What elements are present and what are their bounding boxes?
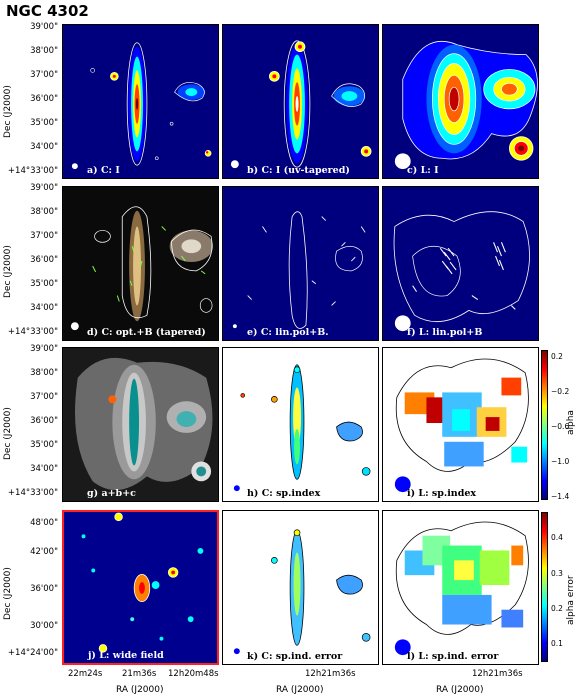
xtick: 12h20m48s xyxy=(168,669,219,679)
ytick: 34'00" xyxy=(30,464,58,474)
ytick: 34'00" xyxy=(30,142,58,152)
cbar-tick: 0.4 xyxy=(551,533,563,542)
panel-label: c) L: I xyxy=(407,165,439,176)
ytick: 30'00" xyxy=(30,621,58,631)
cbar-tick: −1.4 xyxy=(551,492,570,501)
cbar-tick: 0.2 xyxy=(551,604,563,613)
l-band-polarization-map xyxy=(383,187,538,340)
ytick: +14°33'00" xyxy=(7,488,58,498)
y-axis-label: Dec (J2000) xyxy=(3,85,13,138)
cbar-tick: −0.2 xyxy=(551,387,570,396)
optical-overlay-map xyxy=(63,187,218,340)
ytick: 48'00" xyxy=(30,518,58,528)
ytick: +14°24'00" xyxy=(7,648,58,658)
spectral-index-error-map-l xyxy=(383,511,538,664)
panel-i: i) L: sp.index xyxy=(382,347,539,502)
x-axis-label: RA (J2000) xyxy=(436,685,484,695)
panel-a: a) C: I xyxy=(62,24,219,179)
xtick: 22m24s xyxy=(68,669,103,679)
composite-map xyxy=(63,348,218,501)
ytick: 37'00" xyxy=(30,392,58,402)
panel-e: e) C: lin.pol+B. xyxy=(222,186,379,341)
panel-label: j) L: wide field xyxy=(88,650,164,661)
ytick: 36'00" xyxy=(30,416,58,426)
spectral-index-map-c xyxy=(223,348,378,501)
cbar-tick: 0.3 xyxy=(551,569,563,578)
colorbar-gradient xyxy=(541,350,548,500)
colorbar-label: alpha error xyxy=(566,575,576,625)
radio-map-i-uv-tapered xyxy=(223,25,378,178)
linear-polarization-map xyxy=(223,187,378,340)
cbar-tick: −0.6 xyxy=(551,422,570,431)
panel-label: d) C: opt.+B (tapered) xyxy=(87,327,206,338)
panel-b: b) C: I (uv-tapered) xyxy=(222,24,379,179)
ytick: 39'00" xyxy=(30,22,58,32)
figure-title: NGC 4302 xyxy=(6,2,89,20)
ytick: 36'00" xyxy=(30,94,58,104)
ytick: 35'00" xyxy=(30,118,58,128)
ytick: 36'00" xyxy=(30,255,58,265)
panel-l: l) L: sp.ind. error xyxy=(382,510,539,665)
ytick: 38'00" xyxy=(30,368,58,378)
panel-h: h) C: sp.index xyxy=(222,347,379,502)
cbar-tick: −1.0 xyxy=(551,457,570,466)
ytick: 38'00" xyxy=(30,207,58,217)
y-axis-label: Dec (J2000) xyxy=(3,407,13,460)
x-axis-label: RA (J2000) xyxy=(276,685,324,695)
panel-j: j) L: wide field xyxy=(62,510,219,665)
xtick: 12h21m36s xyxy=(305,669,356,679)
ytick: 36'00" xyxy=(30,584,58,594)
panel-label: f) L: lin.pol+B xyxy=(407,327,483,338)
panel-label: i) L: sp.index xyxy=(407,488,477,499)
x-axis-label: RA (J2000) xyxy=(116,685,164,695)
colorbar-label: alpha xyxy=(566,410,576,435)
ytick: +14°33'00" xyxy=(7,327,58,337)
ytick: 42'00" xyxy=(30,547,58,557)
panel-label: h) C: sp.index xyxy=(247,488,321,499)
panel-label: l) L: sp.ind. error xyxy=(407,651,499,662)
xtick: 21m36s xyxy=(122,669,157,679)
wide-field-map xyxy=(64,512,217,663)
panel-d: d) C: opt.+B (tapered) xyxy=(62,186,219,341)
xtick: 12h21m36s xyxy=(472,669,523,679)
ytick: 39'00" xyxy=(30,183,58,193)
ytick: 34'00" xyxy=(30,303,58,313)
panel-label: k) C: sp.ind. error xyxy=(247,651,343,662)
radio-map-i xyxy=(63,25,218,178)
panel-label: g) a+b+c xyxy=(87,488,136,499)
ytick: 35'00" xyxy=(30,440,58,450)
spectral-index-map-l xyxy=(383,348,538,501)
ytick: 35'00" xyxy=(30,279,58,289)
radio-map-l-i xyxy=(383,25,538,178)
cbar-tick: 0.2 xyxy=(551,352,563,361)
ytick: +14°33'00" xyxy=(7,166,58,176)
ytick: 37'00" xyxy=(30,70,58,80)
panel-label: e) C: lin.pol+B. xyxy=(247,327,329,338)
panel-f: f) L: lin.pol+B xyxy=(382,186,539,341)
ytick: 39'00" xyxy=(30,344,58,354)
panel-label: b) C: I (uv-tapered) xyxy=(247,165,350,176)
cbar-tick: 0.1 xyxy=(551,639,563,648)
ytick: 38'00" xyxy=(30,46,58,56)
panel-g: g) a+b+c xyxy=(62,347,219,502)
spectral-index-error-map-c xyxy=(223,511,378,664)
ytick: 37'00" xyxy=(30,231,58,241)
panel-label: a) C: I xyxy=(87,165,120,176)
panel-k: k) C: sp.ind. error xyxy=(222,510,379,665)
panel-c: c) L: I xyxy=(382,24,539,179)
y-axis-label: Dec (J2000) xyxy=(3,245,13,298)
colorbar-gradient xyxy=(541,512,548,662)
y-axis-label: Dec (J2000) xyxy=(3,567,13,620)
